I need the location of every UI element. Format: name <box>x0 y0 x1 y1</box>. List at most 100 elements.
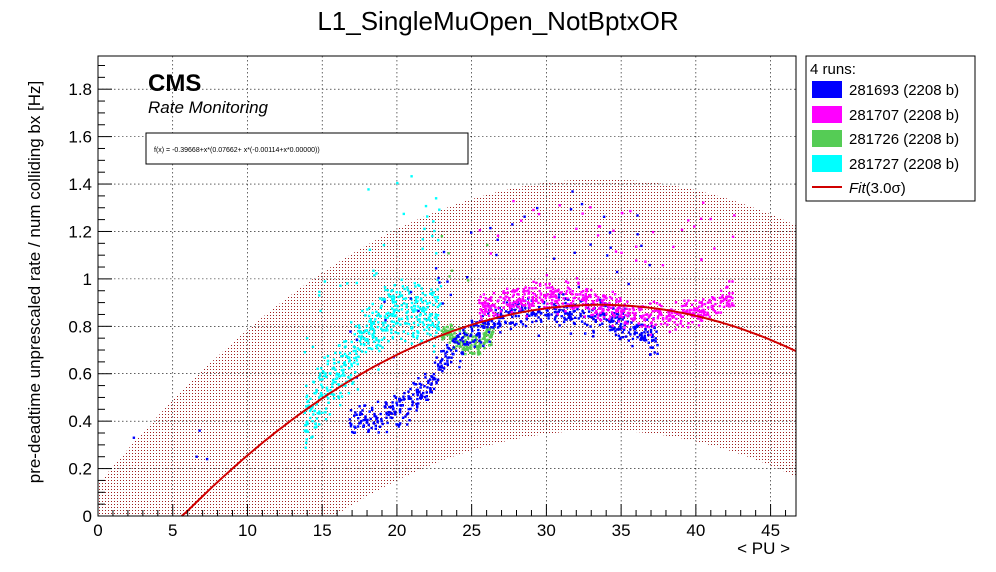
scatter-point <box>627 339 630 342</box>
scatter-point <box>537 301 540 305</box>
scatter-point <box>360 412 363 416</box>
scatter-point <box>324 407 328 410</box>
scatter-point <box>531 295 534 299</box>
scatter-point <box>411 401 415 404</box>
scatter-point <box>690 315 694 318</box>
scatter-point <box>638 323 641 326</box>
scatter-point <box>394 300 397 304</box>
scatter-point <box>394 322 398 325</box>
scatter-point <box>488 340 491 343</box>
scatter-point <box>642 314 645 317</box>
scatter-point <box>557 298 560 302</box>
scatter-point <box>370 323 373 326</box>
scatter-point <box>448 341 451 344</box>
scatter-point <box>320 366 323 370</box>
scatter-point <box>398 400 401 403</box>
scatter-point <box>474 337 478 340</box>
scatter-point <box>659 311 662 314</box>
scatter-point <box>720 296 724 299</box>
scatter-point <box>361 309 364 313</box>
scatter-point <box>447 252 450 255</box>
scatter-point <box>383 300 386 303</box>
scatter-point <box>467 343 470 346</box>
scatter-point <box>399 398 403 402</box>
scatter-point <box>431 293 434 297</box>
scatter-point <box>435 356 438 359</box>
scatter-point <box>355 413 358 416</box>
scatter-point <box>331 393 335 396</box>
scatter-point <box>391 408 395 411</box>
scatter-point <box>433 229 436 233</box>
scatter-point <box>570 317 574 321</box>
scatter-point <box>571 293 574 296</box>
scatter-point <box>702 312 706 316</box>
scatter-point <box>608 328 612 332</box>
scatter-point <box>381 329 384 332</box>
x-tick-labels: 0 5 10 15 20 25 30 35 40 45 <box>93 521 780 540</box>
scatter-point <box>504 298 507 301</box>
scatter-point <box>512 199 515 203</box>
scatter-point <box>713 310 717 313</box>
scatter-point <box>319 391 323 395</box>
scatter-point <box>531 301 534 304</box>
scatter-point <box>478 301 481 305</box>
scatter-point <box>532 208 535 212</box>
scatter-point <box>576 293 579 296</box>
scatter-point <box>430 391 433 394</box>
scatter-point <box>462 340 465 343</box>
scatter-point <box>405 322 409 325</box>
scatter-point <box>681 324 684 328</box>
scatter-point <box>483 346 486 350</box>
scatter-point <box>464 339 467 342</box>
scatter-point <box>585 297 589 301</box>
scatter-point <box>515 301 518 304</box>
scatter-point <box>446 346 449 349</box>
scatter-point <box>458 332 462 335</box>
scatter-point <box>410 306 413 309</box>
scatter-point <box>636 233 639 236</box>
scatter-point <box>555 314 558 317</box>
scatter-point <box>728 280 731 283</box>
scatter-point <box>599 314 602 317</box>
scatter-point <box>306 430 310 433</box>
scatter-point <box>688 308 692 312</box>
scatter-point <box>687 299 690 302</box>
scatter-point <box>351 382 354 385</box>
scatter-point <box>706 301 710 304</box>
scatter-point <box>700 305 704 308</box>
scatter-point <box>635 259 638 262</box>
scatter-point <box>398 397 401 400</box>
scatter-point <box>485 305 489 308</box>
scatter-point <box>465 348 468 351</box>
scatter-point <box>466 348 470 352</box>
scatter-point <box>580 298 584 302</box>
scatter-point <box>416 406 419 409</box>
scatter-point <box>487 305 490 308</box>
scatter-point <box>499 313 503 317</box>
scatter-point <box>487 314 491 317</box>
scatter-point <box>319 378 322 381</box>
scatter-point <box>640 308 643 311</box>
scatter-point <box>647 325 650 329</box>
scatter-point <box>512 293 515 296</box>
scatter-point <box>512 302 515 305</box>
scatter-point <box>727 305 731 308</box>
scatter-point <box>693 307 696 310</box>
scatter-point <box>668 319 671 322</box>
scatter-point <box>620 312 623 315</box>
scatter-point <box>449 332 452 336</box>
scatter-point <box>411 334 414 337</box>
scatter-point <box>467 346 471 350</box>
scatter-point <box>366 339 370 342</box>
scatter-point <box>429 313 432 316</box>
scatter-point <box>350 362 353 366</box>
scatter-point <box>416 318 419 321</box>
scatter-point <box>618 337 621 341</box>
scatter-point <box>401 404 404 407</box>
scatter-point <box>597 296 600 299</box>
scatter-point <box>511 295 515 298</box>
scatter-point <box>637 306 640 310</box>
scatter-point <box>404 415 407 418</box>
scatter-point <box>337 383 340 386</box>
scatter-point <box>457 335 460 339</box>
